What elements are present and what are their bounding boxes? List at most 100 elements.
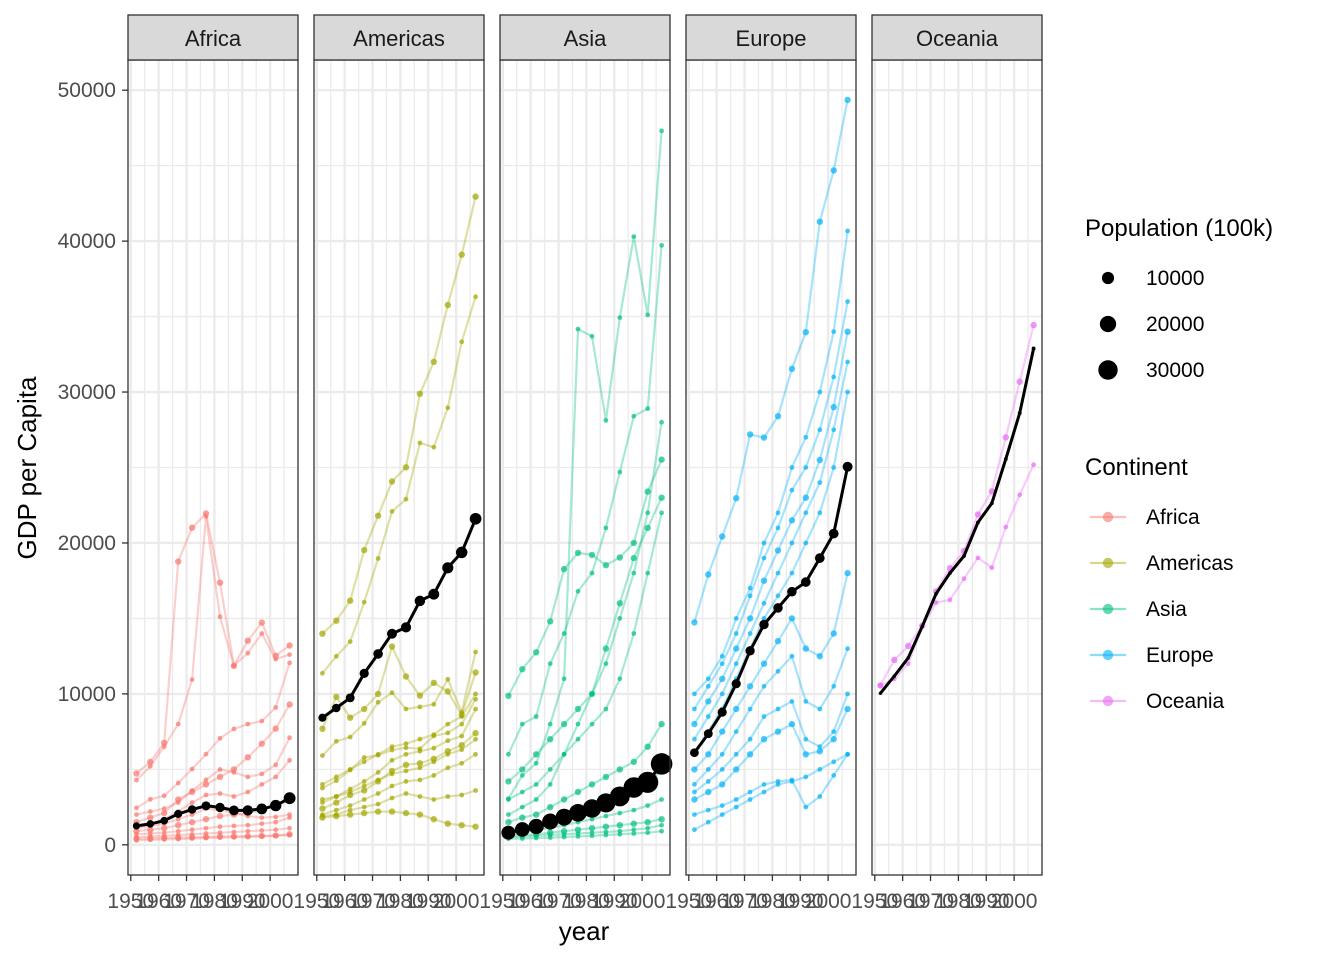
country-point-africa <box>287 652 292 657</box>
country-point-asia <box>533 811 540 818</box>
country-point-oceania <box>905 661 911 667</box>
country-point-europe <box>705 676 711 682</box>
country-point-europe <box>733 729 739 734</box>
mean-point-americas <box>373 649 383 659</box>
country-point-africa <box>273 814 279 820</box>
mean-point-europe <box>759 619 769 630</box>
x-tick-label-asia: 1970 <box>535 890 582 913</box>
country-point-europe <box>845 646 850 651</box>
country-point-americas <box>473 788 478 793</box>
country-point-africa <box>175 828 181 834</box>
country-point-africa <box>217 824 223 830</box>
legend-population: Population (100k) 10000 20000 30000 <box>1085 215 1273 382</box>
country-line-europe <box>693 230 849 695</box>
country-point-africa <box>231 726 237 732</box>
country-point-asia <box>645 570 651 576</box>
country-point-asia <box>547 782 553 787</box>
country-point-americas <box>388 643 396 650</box>
country-point-asia <box>602 773 610 781</box>
country-point-americas <box>361 804 367 810</box>
legend-color-point-asia <box>1102 603 1114 615</box>
country-point-americas <box>320 785 325 791</box>
country-point-americas <box>445 730 451 736</box>
country-point-africa <box>203 835 209 841</box>
country-point-americas <box>333 807 339 813</box>
country-point-europe <box>692 789 697 795</box>
x-tick-label-oceania: 1970 <box>907 890 954 913</box>
legend-color-point-americas <box>1102 557 1114 569</box>
country-point-africa <box>231 794 237 799</box>
country-point-europe <box>844 328 851 335</box>
mean-point-europe <box>703 729 713 739</box>
country-point-americas <box>374 690 382 698</box>
country-point-africa <box>175 836 181 842</box>
country-point-asia <box>645 830 651 836</box>
country-point-americas <box>431 732 437 737</box>
country-point-americas <box>444 820 451 827</box>
country-point-americas <box>361 759 367 765</box>
country-line-europe <box>693 572 849 771</box>
country-point-europe <box>789 653 795 659</box>
country-point-americas <box>320 782 325 787</box>
x-tick-label-africa: 1960 <box>135 890 182 913</box>
country-point-americas <box>333 812 340 820</box>
country-point-americas <box>375 556 381 561</box>
country-point-africa <box>133 770 140 777</box>
country-point-africa <box>216 773 224 781</box>
mean-point-americas <box>359 668 369 679</box>
country-point-americas <box>347 811 354 818</box>
country-point-europe <box>705 571 712 578</box>
country-point-asia <box>659 128 664 134</box>
country-point-europe <box>817 767 823 772</box>
country-point-europe <box>775 593 781 599</box>
country-point-americas <box>472 823 479 830</box>
country-point-asia <box>659 419 664 425</box>
country-point-africa <box>245 828 251 834</box>
country-point-americas <box>403 768 409 774</box>
country-point-europe <box>802 645 809 652</box>
country-point-americas <box>333 617 340 624</box>
country-point-europe <box>817 794 823 799</box>
country-point-americas <box>320 670 325 676</box>
country-point-europe <box>705 714 711 719</box>
mean-point-europe <box>690 748 699 758</box>
country-point-americas <box>319 814 326 821</box>
country-point-americas <box>458 251 465 258</box>
country-point-africa <box>175 558 182 565</box>
country-point-europe <box>816 218 823 225</box>
country-point-asia <box>617 469 623 475</box>
country-point-europe <box>845 389 850 395</box>
country-point-europe <box>775 782 781 787</box>
country-point-europe <box>692 812 697 817</box>
country-point-americas <box>320 797 325 802</box>
country-point-africa <box>244 754 251 761</box>
x-tick-label-americas: 1970 <box>349 890 396 913</box>
x-tick-label-americas: 1950 <box>293 890 340 913</box>
country-point-asia <box>506 751 511 757</box>
country-point-africa <box>231 829 237 835</box>
country-point-asia <box>533 835 539 841</box>
country-point-africa <box>147 826 154 833</box>
country-point-africa <box>258 740 265 747</box>
country-point-asia <box>547 803 554 811</box>
legend-color-point-africa <box>1102 511 1114 523</box>
country-point-europe <box>691 619 698 626</box>
country-point-americas <box>459 733 465 739</box>
x-tick-label-africa: 1990 <box>219 890 266 913</box>
country-point-europe <box>733 705 740 713</box>
country-point-africa <box>287 660 292 666</box>
country-point-africa <box>189 788 195 793</box>
country-point-africa <box>203 825 209 831</box>
country-point-oceania <box>1016 378 1023 385</box>
country-point-europe <box>719 653 725 659</box>
country-point-americas <box>388 808 396 815</box>
legend-color-label-europe: Europe <box>1146 644 1214 667</box>
country-point-europe <box>830 736 837 743</box>
strip-label-asia: Asia <box>564 26 608 51</box>
mean-point-asia <box>528 818 544 835</box>
country-point-europe <box>816 653 823 660</box>
country-point-africa <box>259 828 265 833</box>
country-point-oceania <box>975 555 981 561</box>
country-point-americas <box>473 691 478 697</box>
